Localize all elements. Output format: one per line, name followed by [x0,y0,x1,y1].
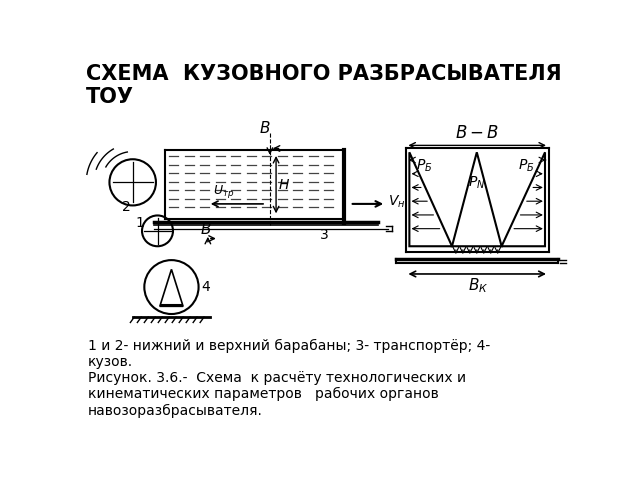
Text: $\mathit{B}$: $\mathit{B}$ [259,120,271,136]
Text: $\mathit{B_К}$: $\mathit{B_К}$ [467,276,488,295]
Text: $\mathit{B}$: $\mathit{B}$ [200,221,212,237]
Text: $\mathit{U_{тр}}$: $\mathit{U_{тр}}$ [213,183,235,200]
Text: 1: 1 [136,216,145,230]
Text: 1 и 2- нижний и верхний барабаны; 3- транспортёр; 4-
кузов.: 1 и 2- нижний и верхний барабаны; 3- тра… [88,339,490,369]
Text: 2: 2 [122,200,131,214]
Text: $\mathit{H}$: $\mathit{H}$ [278,178,291,192]
Text: $\mathit{P_N}$: $\mathit{P_N}$ [467,175,485,192]
Text: $\mathit{V_н}$: $\mathit{V_н}$ [388,193,405,210]
Text: Рисунок. 3.6.-  Схема  к расчёту технологических и
кинематических параметров   р: Рисунок. 3.6.- Схема к расчёту технологи… [88,371,466,418]
Text: 4: 4 [201,280,210,294]
Text: $\mathit{P_Б}$: $\mathit{P_Б}$ [518,157,534,174]
Text: $\mathit{P_Б}$: $\mathit{P_Б}$ [415,157,432,174]
Text: $\mathit{B-B}$: $\mathit{B-B}$ [454,124,499,142]
Text: СХЕМА  КУЗОВНОГО РАЗБРАСЫВАТЕЛЯ
ТОУ: СХЕМА КУЗОВНОГО РАЗБРАСЫВАТЕЛЯ ТОУ [86,64,562,107]
Text: 3: 3 [320,228,329,241]
